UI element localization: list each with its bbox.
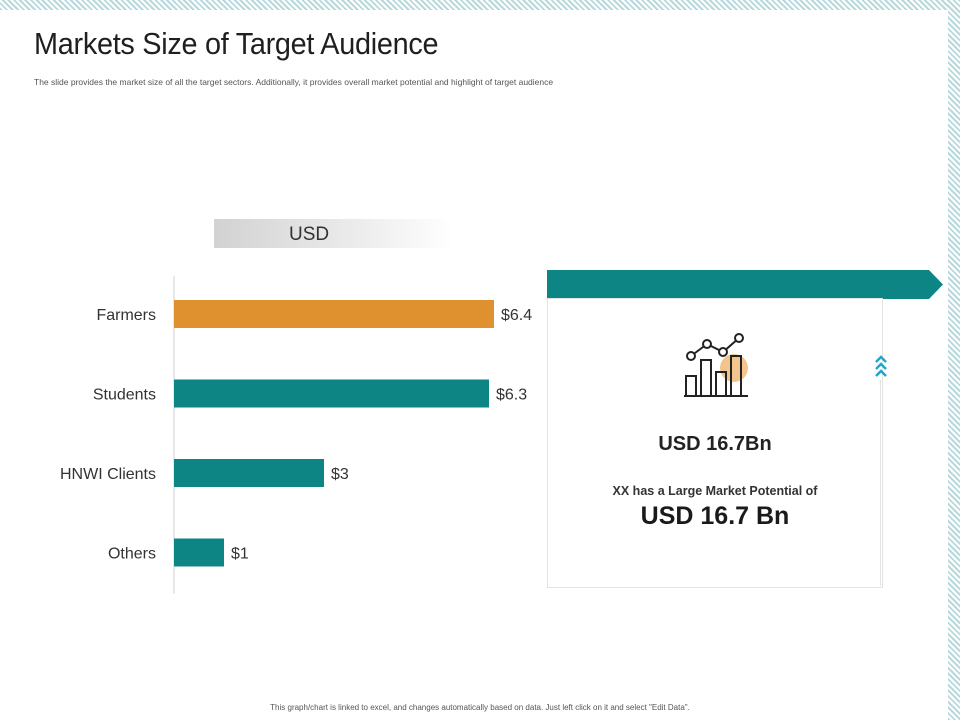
page-title: Markets Size of Target Audience xyxy=(34,26,439,61)
bar-others xyxy=(174,538,224,567)
panel-header-arrow xyxy=(547,270,943,299)
value-label: $1 xyxy=(231,546,249,563)
bar-hnwi-clients xyxy=(174,459,324,487)
panel-divider xyxy=(880,380,881,586)
value-label: $6.3 xyxy=(496,387,527,404)
highlight-panel xyxy=(547,298,883,588)
category-label: Farmers xyxy=(96,307,156,324)
bar-students xyxy=(174,379,489,408)
bar-chart: Farmers $6.4 Students $6.3 HNWI Clients $3 Oth… xyxy=(60,276,532,594)
currency-tag-label: USD xyxy=(289,224,330,245)
bar-farmers xyxy=(174,300,494,328)
category-label: Others xyxy=(108,546,156,563)
value-label: $6.4 xyxy=(501,307,532,324)
bar-chart-growth-icon xyxy=(684,333,748,397)
decorative-border-right xyxy=(948,0,960,720)
category-label: HNWI Clients xyxy=(60,466,156,483)
value-label: $3 xyxy=(331,466,349,483)
footnote: This graph/chart is linked to excel, and… xyxy=(270,703,690,712)
currency-tag: USD xyxy=(214,219,454,248)
chevron-up-double-icon xyxy=(875,355,887,377)
highlight-value: USD 16.7Bn xyxy=(658,433,772,455)
category-label: Students xyxy=(93,387,156,404)
highlight-description: XX has a Large Market Potential of xyxy=(612,484,818,498)
page-subtitle: The slide provides the market size of al… xyxy=(34,77,554,87)
decorative-border-top xyxy=(0,0,960,10)
highlight-potential: USD 16.7 Bn xyxy=(640,502,790,530)
